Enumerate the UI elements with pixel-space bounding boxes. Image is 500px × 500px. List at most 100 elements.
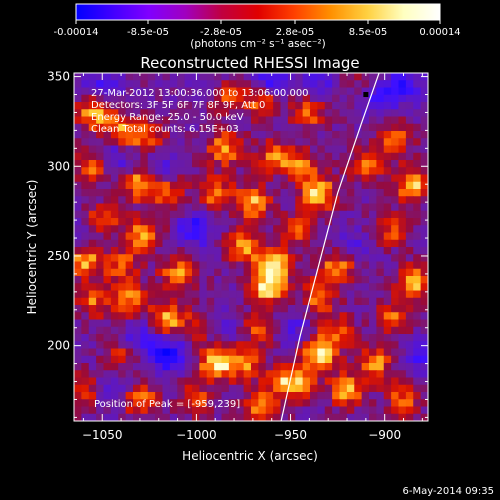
- heatmap-cell: [361, 413, 370, 421]
- heatmap-cell: [280, 290, 289, 299]
- heatmap-cell: [339, 131, 348, 139]
- heatmap-cell: [354, 268, 363, 277]
- heatmap-cell: [310, 196, 318, 205]
- heatmap-cell: [103, 377, 112, 386]
- heatmap-cell: [310, 326, 318, 335]
- heatmap-cell: [361, 384, 370, 393]
- heatmap-cell: [169, 116, 178, 125]
- heatmap-cell: [184, 377, 193, 386]
- heatmap-cell: [236, 218, 245, 226]
- heatmap-cell: [96, 355, 105, 364]
- heatmap-cell: [376, 94, 385, 103]
- heatmap-cell: [96, 290, 105, 299]
- heatmap-cell: [199, 276, 208, 284]
- heatmap-cell: [96, 232, 105, 241]
- heatmap-cell: [125, 239, 134, 248]
- heatmap-cell: [317, 370, 326, 379]
- heatmap-cell: [81, 131, 90, 139]
- heatmap-cell: [251, 225, 259, 234]
- heatmap-cell: [324, 73, 333, 81]
- heatmap-cell: [243, 239, 252, 248]
- peak-position-text: Position of Peak = [-959,239]: [94, 399, 240, 410]
- heatmap-cell: [184, 384, 193, 393]
- heatmap-cell: [184, 174, 193, 183]
- heatmap-cell: [420, 218, 428, 226]
- heatmap-cell: [258, 319, 267, 328]
- heatmap-cell: [177, 80, 186, 89]
- heatmap-cell: [147, 225, 156, 234]
- heatmap-cell: [140, 363, 149, 371]
- heatmap-cell: [133, 189, 141, 197]
- heatmap-cell: [361, 210, 370, 219]
- heatmap-cell: [346, 87, 355, 96]
- heatmap-cell: [369, 138, 377, 147]
- heatmap-cell: [280, 218, 289, 226]
- heatmap-cell: [361, 363, 370, 371]
- heatmap-cell: [361, 181, 370, 190]
- heatmap-cell: [405, 218, 414, 226]
- chart-title: Reconstructed RHESSI Image: [140, 54, 359, 72]
- heatmap-cell: [339, 341, 348, 350]
- heatmap-cell: [420, 377, 428, 386]
- heatmap-cell: [184, 189, 193, 197]
- heatmap-cell: [383, 305, 392, 313]
- heatmap-cell: [147, 189, 156, 197]
- heatmap-cell: [346, 203, 355, 212]
- heatmap-cell: [346, 355, 355, 364]
- heatmap-cell: [206, 80, 215, 89]
- heatmap-cell: [199, 109, 208, 118]
- heatmap-cell: [339, 283, 348, 292]
- heatmap-cell: [310, 355, 318, 364]
- heatmap-cell: [280, 87, 289, 96]
- heatmap-cell: [369, 174, 377, 183]
- heatmap-cell: [177, 312, 186, 321]
- heatmap-cell: [354, 203, 363, 212]
- heatmap-cell: [140, 174, 149, 183]
- heatmap-cell: [118, 87, 127, 96]
- heatmap-cell: [228, 189, 237, 197]
- heatmap-cell: [376, 406, 385, 415]
- heatmap-cell: [324, 218, 333, 226]
- colorbar-tick-label: 2.8e-05: [276, 27, 314, 38]
- heatmap-cell: [125, 174, 134, 183]
- heatmap-cell: [155, 399, 164, 408]
- heatmap-cell: [420, 102, 428, 110]
- heatmap-cell: [206, 138, 215, 147]
- heatmap-cell: [391, 326, 400, 335]
- heatmap-cell: [155, 276, 164, 284]
- heatmap-cell: [310, 116, 318, 125]
- heatmap-cell: [147, 384, 156, 393]
- heatmap-cell: [258, 355, 267, 364]
- heatmap-cell: [391, 370, 400, 379]
- heatmap-cell: [162, 167, 171, 176]
- heatmap-cell: [339, 370, 348, 379]
- heatmap-cell: [376, 392, 385, 400]
- heatmap-cell: [376, 399, 385, 408]
- heatmap-cell: [332, 334, 341, 342]
- heatmap-cell: [287, 305, 296, 313]
- heatmap-cell: [169, 305, 178, 313]
- heatmap-cell: [243, 189, 252, 197]
- heatmap-cell: [339, 247, 348, 255]
- heatmap-cell: [221, 319, 230, 328]
- heatmap-cell: [177, 167, 186, 176]
- heatmap-cell: [228, 406, 237, 415]
- heatmap-cell: [383, 341, 392, 350]
- heatmap-cell: [258, 94, 267, 103]
- heatmap-cell: [346, 210, 355, 219]
- heatmap-cell: [125, 384, 134, 393]
- heatmap-cell: [192, 268, 200, 277]
- heatmap-cell: [214, 116, 223, 125]
- heatmap-cell: [96, 189, 105, 197]
- heatmap-cell: [155, 196, 164, 205]
- heatmap-cell: [81, 355, 90, 364]
- heatmap-cell: [251, 116, 259, 125]
- heatmap-cell: [236, 377, 245, 386]
- heatmap-cell: [192, 87, 200, 96]
- heatmap-cell: [398, 196, 407, 205]
- heatmap-cell: [243, 152, 252, 161]
- heatmap-cell: [214, 87, 223, 96]
- heatmap-cell: [96, 73, 105, 81]
- heatmap-cell: [199, 413, 208, 421]
- heatmap-cell: [383, 102, 392, 110]
